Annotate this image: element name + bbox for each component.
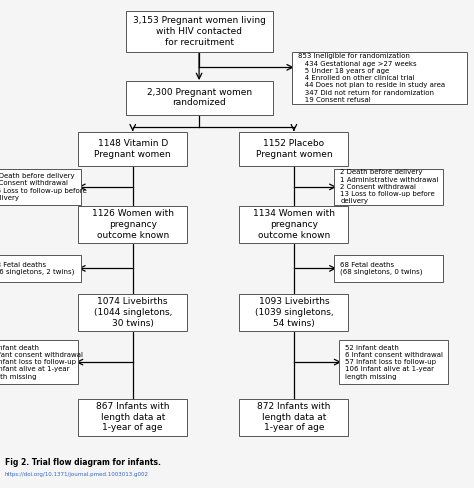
Text: 1093 Livebirths
(1039 singletons,
54 twins): 1093 Livebirths (1039 singletons, 54 twi… [255, 297, 333, 327]
Text: 1 Death before delivery
5 Consent withdrawal
16 Loss to follow-up before
deliver: 1 Death before delivery 5 Consent withdr… [0, 173, 87, 201]
Text: 1074 Livebirths
(1044 singletons,
30 twins): 1074 Livebirths (1044 singletons, 30 twi… [93, 297, 172, 327]
Text: Fig 2. Trial flow diagram for infants.: Fig 2. Trial flow diagram for infants. [5, 458, 161, 467]
Text: 2 Death before delivery
1 Administrative withdrawal
2 Consent withdrawal
13 Loss: 2 Death before delivery 1 Administrative… [340, 169, 439, 204]
FancyBboxPatch shape [78, 132, 187, 166]
FancyBboxPatch shape [239, 132, 348, 166]
FancyBboxPatch shape [239, 206, 348, 243]
FancyBboxPatch shape [239, 294, 348, 331]
Text: 1148 Vitamin D
Pregnant women: 1148 Vitamin D Pregnant women [94, 139, 171, 159]
Text: 1152 Placebo
Pregnant women: 1152 Placebo Pregnant women [255, 139, 332, 159]
FancyBboxPatch shape [126, 11, 273, 52]
FancyBboxPatch shape [0, 169, 81, 205]
FancyBboxPatch shape [78, 294, 187, 331]
Text: 867 Infants with
length data at
1-year of age: 867 Infants with length data at 1-year o… [96, 402, 170, 432]
Text: 1134 Women with
pregnancy
outcome known: 1134 Women with pregnancy outcome known [253, 209, 335, 240]
Text: 2,300 Pregnant women
randomized: 2,300 Pregnant women randomized [146, 88, 252, 107]
Text: 68 Fetal deaths
(66 singletons, 2 twins): 68 Fetal deaths (66 singletons, 2 twins) [0, 262, 74, 275]
FancyBboxPatch shape [292, 53, 467, 103]
FancyBboxPatch shape [339, 340, 448, 384]
Text: 872 Infants with
length data at
1-year of age: 872 Infants with length data at 1-year o… [257, 402, 330, 432]
FancyBboxPatch shape [334, 169, 443, 205]
FancyBboxPatch shape [239, 399, 348, 435]
FancyBboxPatch shape [126, 81, 273, 115]
Text: 68 Fetal deaths
(68 singletons, 0 twins): 68 Fetal deaths (68 singletons, 0 twins) [340, 262, 423, 275]
Text: 1126 Women with
pregnancy
outcome known: 1126 Women with pregnancy outcome known [92, 209, 173, 240]
Text: https://doi.org/10.1371/journal.pmed.1003013.g002: https://doi.org/10.1371/journal.pmed.100… [5, 472, 149, 477]
Text: 52 Infant death
6 Infant consent withdrawal
57 Infant loss to follow-up
106 Infa: 52 Infant death 6 Infant consent withdra… [345, 345, 443, 380]
FancyBboxPatch shape [78, 206, 187, 243]
FancyBboxPatch shape [0, 340, 78, 384]
FancyBboxPatch shape [0, 255, 81, 282]
Text: 853 Ineligible for randomization
   434 Gestational age >27 weeks
   5 Under 18 : 853 Ineligible for randomization 434 Ges… [298, 53, 445, 103]
FancyBboxPatch shape [78, 399, 187, 435]
FancyBboxPatch shape [334, 255, 443, 282]
Text: 62 Infant death
3 Infant consent withdrawal
59 Infant loss to follow-up
83 Infan: 62 Infant death 3 Infant consent withdra… [0, 345, 83, 380]
Text: 3,153 Pregnant women living
with HIV contacted
for recruitment: 3,153 Pregnant women living with HIV con… [133, 17, 265, 47]
